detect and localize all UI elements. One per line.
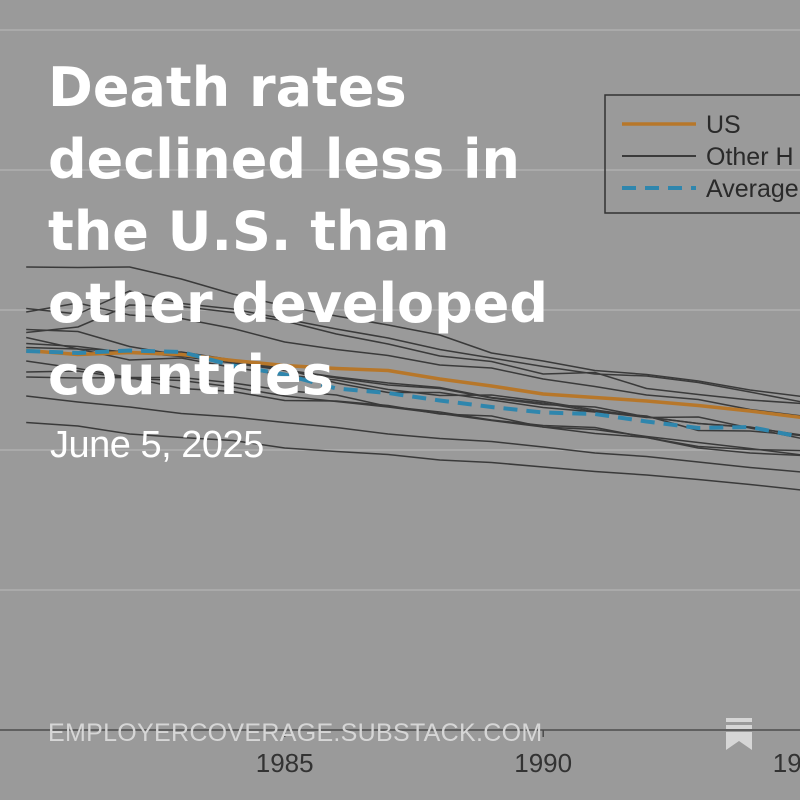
site-url: EMPLOYERCOVERAGE.SUBSTACK.COM	[48, 719, 543, 747]
legend-box	[604, 94, 800, 214]
legend-label: US	[706, 111, 741, 139]
post-title: Death rates declined less in the U.S. th…	[48, 56, 549, 407]
series-line-other-6	[26, 360, 800, 452]
x-tick-label: 1990	[514, 748, 572, 778]
series-line-other-4	[26, 346, 800, 436]
series-line-other-11	[26, 302, 800, 417]
bookmark-icon[interactable]	[724, 716, 754, 752]
series-line-other-8	[26, 370, 800, 456]
series-line-us	[26, 348, 800, 420]
chart-gridlines	[0, 29, 800, 731]
series-line-other-13	[26, 266, 800, 398]
series-line-other-1	[26, 290, 800, 403]
series-line-other-2	[26, 328, 800, 439]
series-line-other-10	[26, 421, 800, 491]
x-axis: 19851990199520002005201020	[256, 730, 800, 778]
legend-label: Average	[706, 175, 799, 203]
x-tick-label: 1995	[773, 748, 800, 778]
x-tick-label: 1985	[256, 748, 314, 778]
legend-label: Other H	[706, 143, 794, 171]
series-line-other-3	[26, 342, 800, 437]
series-line-other-12	[26, 304, 800, 405]
post-date: June 5, 2025	[50, 424, 264, 466]
series-line-other-9	[26, 395, 800, 473]
chart-legend: US Other H Average	[604, 94, 800, 214]
series-line-other-5	[26, 336, 800, 436]
chart-series	[26, 266, 800, 491]
